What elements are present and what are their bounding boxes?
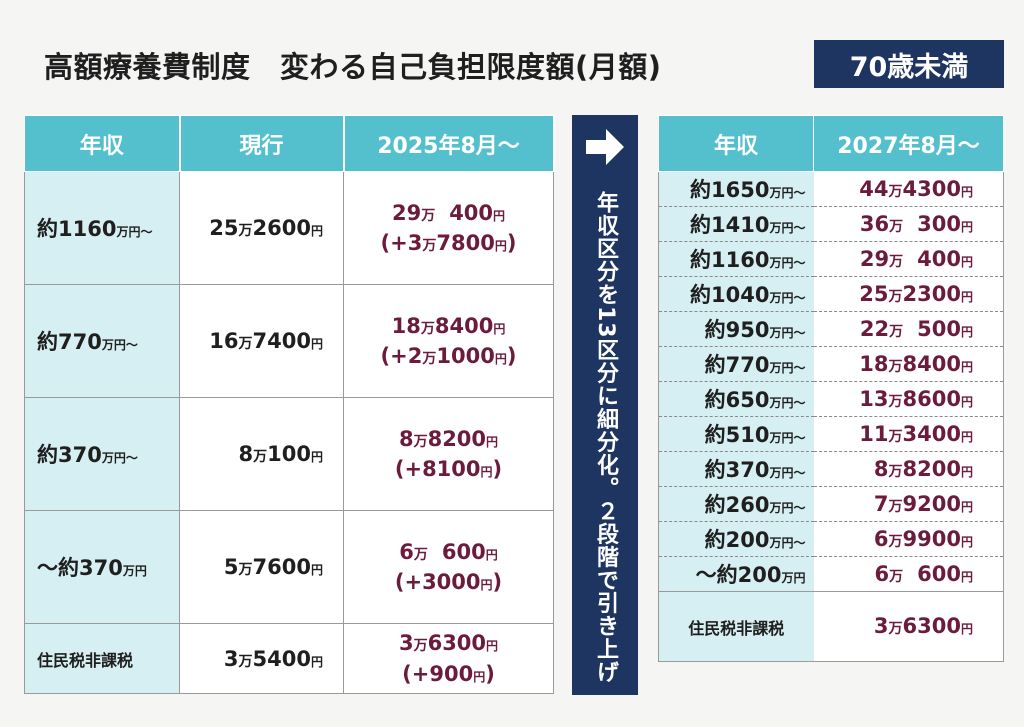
income-cell: 約1410万円〜	[658, 206, 814, 242]
new-2027-cell: 8万8200円	[813, 451, 1004, 487]
new-2025-cell: 6万 600円 (+3000円)	[343, 510, 554, 624]
table-row: 約370万円〜 8万100円 8万8200円 (+8100円)	[24, 397, 554, 511]
table-row: 住民税非課税 3万6300円	[658, 591, 1004, 662]
table-row: 〜約370万円 5万7600円 6万 600円 (+3000円)	[24, 510, 554, 624]
table-row: 約200万円〜 6万9900円	[658, 521, 1004, 557]
income-cell: 約200万円〜	[658, 521, 814, 557]
age-badge: 70歳未満	[814, 40, 1004, 88]
arrow-right-icon	[586, 129, 624, 165]
new-2025-cell: 3万6300円 (+900円)	[343, 623, 554, 694]
subdivision-note: 年収区分を13区分に細分化。２段階で引き上げ	[593, 191, 618, 684]
new-2027-cell: 3万6300円	[813, 591, 1004, 662]
header-2025: 2025年8月〜	[343, 115, 555, 172]
current-cell: 8万100円	[179, 397, 344, 511]
page-title: 高額療養費制度 変わる自己負担限度額(月額)	[44, 50, 662, 84]
table-row: 約950万円〜 22万 500円	[658, 311, 1004, 347]
new-2027-cell: 22万 500円	[813, 311, 1004, 347]
new-2025-cell: 29万 400円 (+3万7800円)	[343, 171, 554, 285]
table-row: 約1410万円〜 36万 300円	[658, 206, 1004, 242]
income-cell: 約1160万円〜	[24, 171, 180, 285]
table-row: 約370万円〜 8万8200円	[658, 451, 1004, 487]
income-cell: 約260万円〜	[658, 486, 814, 522]
table-row: 約770万円〜 16万7400円 18万8400円 (+2万1000円)	[24, 284, 554, 398]
current-cell: 5万7600円	[179, 510, 344, 624]
header-row: 年収 2027年8月〜	[658, 115, 1004, 172]
table-row: 約770万円〜 18万8400円	[658, 346, 1004, 382]
table-row: 約1650万円〜 44万4300円	[658, 171, 1004, 207]
new-2027-cell: 11万3400円	[813, 416, 1004, 452]
new-2025-cell: 8万8200円 (+8100円)	[343, 397, 554, 511]
table-row: 約1160万円〜 25万2600円 29万 400円 (+3万7800円)	[24, 171, 554, 285]
income-cell: 住民税非課税	[658, 591, 814, 662]
income-cell: 約770万円〜	[658, 346, 814, 382]
income-cell: 約1040万円〜	[658, 276, 814, 312]
current-vs-2025-table: 年収 現行 2025年8月〜 約1160万円〜 25万2600円 29万 400円…	[24, 115, 555, 694]
table-row: 約1160万円〜 29万 400円	[658, 241, 1004, 277]
header-income: 年収	[24, 115, 181, 172]
new-2027-cell: 13万8600円	[813, 381, 1004, 417]
new-2027-cell: 6万 600円	[813, 556, 1004, 592]
table-row: 約260万円〜 7万9200円	[658, 486, 1004, 522]
income-cell: 住民税非課税	[24, 623, 180, 694]
new-2027-cell: 7万9200円	[813, 486, 1004, 522]
income-cell: 約950万円〜	[658, 311, 814, 347]
new-2025-cell: 18万8400円 (+2万1000円)	[343, 284, 554, 398]
income-cell: 約1650万円〜	[658, 171, 814, 207]
income-cell: 〜約370万円	[24, 510, 180, 624]
new-2027-cell: 36万 300円	[813, 206, 1004, 242]
new-2027-cell: 44万4300円	[813, 171, 1004, 207]
income-cell: 〜約200万円	[658, 556, 814, 592]
header-row: 年収 現行 2025年8月〜	[24, 115, 555, 172]
table-row: 〜約200万円 6万 600円	[658, 556, 1004, 592]
income-cell: 約1160万円〜	[658, 241, 814, 277]
income-cell: 約370万円〜	[24, 397, 180, 511]
new-2027-cell: 6万9900円	[813, 521, 1004, 557]
new-2027-cell: 29万 400円	[813, 241, 1004, 277]
income-cell: 約510万円〜	[658, 416, 814, 452]
header-income: 年収	[658, 115, 814, 172]
new-2027-cell: 18万8400円	[813, 346, 1004, 382]
subdivision-band: 年収区分を13区分に細分化。２段階で引き上げ	[572, 115, 638, 695]
table-row: 約510万円〜 11万3400円	[658, 416, 1004, 452]
current-cell: 3万5400円	[179, 623, 344, 694]
income-cell: 約650万円〜	[658, 381, 814, 417]
table-row: 約1040万円〜 25万2300円	[658, 276, 1004, 312]
header-current: 現行	[179, 115, 345, 172]
current-cell: 16万7400円	[179, 284, 344, 398]
income-cell: 約770万円〜	[24, 284, 180, 398]
new-2027-cell: 25万2300円	[813, 276, 1004, 312]
2027-table: 年収 2027年8月〜 約1650万円〜 44万4300円 約1410万円〜 36万 3…	[658, 115, 1004, 662]
table-row: 約650万円〜 13万8600円	[658, 381, 1004, 417]
current-cell: 25万2600円	[179, 171, 344, 285]
income-cell: 約370万円〜	[658, 451, 814, 487]
table-row: 住民税非課税 3万5400円 3万6300円 (+900円)	[24, 623, 554, 694]
header-2027: 2027年8月〜	[813, 115, 1004, 172]
